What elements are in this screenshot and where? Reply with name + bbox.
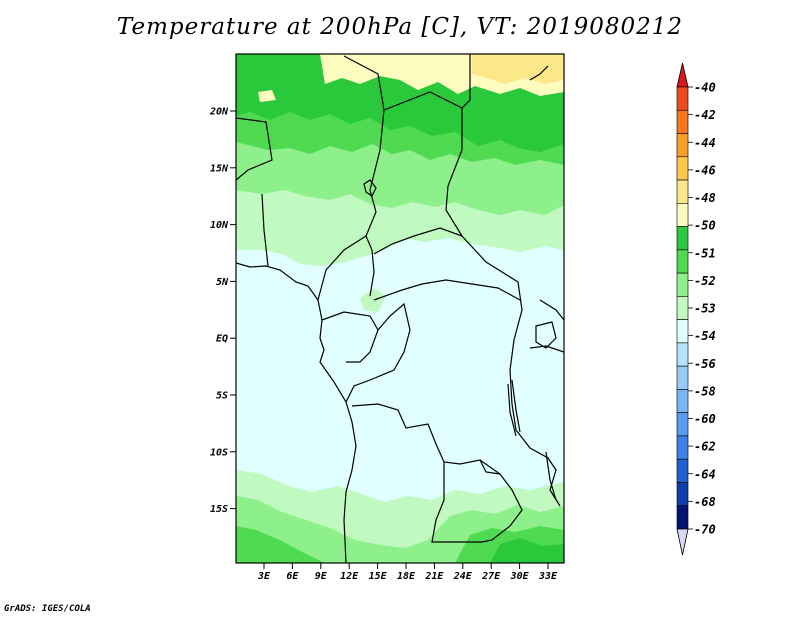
lon-label: 33E — [538, 571, 558, 582]
colorbar-label: -68 — [694, 495, 716, 509]
colorbar-bottom-arrow — [676, 528, 689, 556]
lon-label: 15E — [369, 571, 388, 582]
chart-title: Temperature at 200hPa [C], VT: 201908021… — [116, 14, 684, 40]
lon-label: 12E — [340, 571, 359, 582]
colorbar-segment — [676, 156, 689, 181]
map-borders — [236, 54, 564, 563]
colorbar-segment — [676, 458, 689, 483]
colorbar-segment — [676, 296, 689, 320]
colorbar-label: -62 — [694, 440, 716, 454]
plot-frame — [235, 53, 565, 564]
lat-label: 10S — [210, 447, 228, 458]
longitude-axis: 3E 6E 9E 12E 15E 18E 21E 24E 27E 30E 33E — [257, 563, 558, 582]
lat-label: 10N — [210, 220, 229, 231]
colorbar-top-arrow — [676, 62, 689, 88]
colorbar-label: -48 — [694, 191, 716, 205]
temperature-field — [236, 54, 564, 563]
colorbar-segment — [676, 109, 689, 134]
colorbar-segment — [676, 435, 689, 460]
border-sudan — [461, 54, 471, 109]
colorbar-label: -70 — [694, 523, 716, 537]
lon-label: 6E — [286, 571, 299, 582]
lat-label: 5S — [216, 391, 228, 402]
colorbar-label: -52 — [694, 274, 716, 288]
field-mid-green-south — [236, 526, 564, 563]
coast-egypt-sudan — [529, 65, 549, 81]
colorbar-segment — [676, 342, 689, 367]
border-congo-drc — [345, 302, 411, 403]
coastline-west-africa — [236, 262, 357, 563]
colorbar-label: -40 — [694, 81, 716, 95]
border-chad-east — [383, 91, 463, 237]
field-pale-green-spot — [360, 288, 386, 312]
field-dark-green-south — [490, 538, 564, 563]
colorbar-segment — [676, 482, 689, 507]
colorbar-label: -51 — [694, 246, 716, 260]
latitude-axis: 20N 15N 10N 5N EQ 5S 10S 15S — [209, 107, 236, 515]
lat-label: 15S — [210, 504, 228, 515]
colorbar-segment — [676, 319, 689, 344]
colorbar-segment — [676, 412, 689, 437]
colorbar-label: -56 — [694, 357, 716, 371]
border-nigeria-east — [317, 189, 377, 301]
colorbar-segment — [676, 226, 689, 251]
lon-label: 9E — [315, 571, 328, 582]
field-yellow-northeast — [472, 54, 564, 84]
colorbar-segment — [676, 505, 689, 530]
colorbar-label: -46 — [694, 163, 716, 177]
colorbar-segment — [676, 389, 689, 413]
colorbar-label: -53 — [694, 302, 716, 316]
colorbar-label: -44 — [694, 136, 716, 150]
lake-tanganyika — [507, 379, 521, 437]
lat-label: EQ — [216, 334, 228, 345]
border-car-south — [373, 227, 519, 283]
field-pale-green-spot-2 — [236, 226, 262, 246]
lat-label: 15N — [210, 163, 229, 174]
border-benin — [261, 193, 269, 267]
border-angola-east — [431, 462, 482, 543]
border-zambia — [479, 459, 523, 543]
colorbar: -40 -42 -44 -46 -48 -50 -51 -52 -53 -54 -56 -58 -60 -… — [676, 62, 716, 556]
lat-label: 5N — [216, 277, 229, 288]
lon-label: 21E — [424, 571, 444, 582]
border-congo-river — [373, 279, 521, 301]
credit-text: GrADS: IGES/COLA — [4, 604, 91, 614]
field-pale-yellow-spot — [258, 90, 276, 102]
lon-label: 27E — [481, 571, 501, 582]
border-angola-north — [351, 403, 501, 475]
lake-chad — [363, 179, 377, 197]
border-east-africa — [529, 299, 564, 353]
colorbar-segment — [676, 365, 689, 390]
colorbar-segment — [676, 86, 689, 111]
lon-label: 30E — [510, 571, 530, 582]
lake-malawi — [545, 451, 557, 501]
colorbar-segment — [676, 249, 689, 274]
lat-label: 20N — [209, 107, 229, 118]
lon-label: 3E — [257, 571, 271, 582]
border-senegal-west — [236, 117, 273, 181]
colorbar-label: -58 — [694, 384, 716, 398]
border-great-lakes — [509, 281, 561, 507]
border-car-cameroon — [365, 235, 375, 297]
colorbar-segment — [676, 272, 689, 297]
colorbar-label: -54 — [694, 329, 716, 343]
lon-label: 18E — [397, 571, 416, 582]
colorbar-label: -50 — [694, 219, 716, 233]
colorbar-segment — [676, 179, 689, 204]
colorbar-label: -64 — [694, 467, 716, 481]
colorbar-label: -42 — [694, 108, 716, 122]
colorbar-segment — [676, 203, 689, 227]
colorbar-label: -60 — [694, 412, 716, 426]
lon-label: 24E — [453, 571, 473, 582]
lake-victoria — [535, 321, 557, 349]
colorbar-segment — [676, 133, 689, 158]
